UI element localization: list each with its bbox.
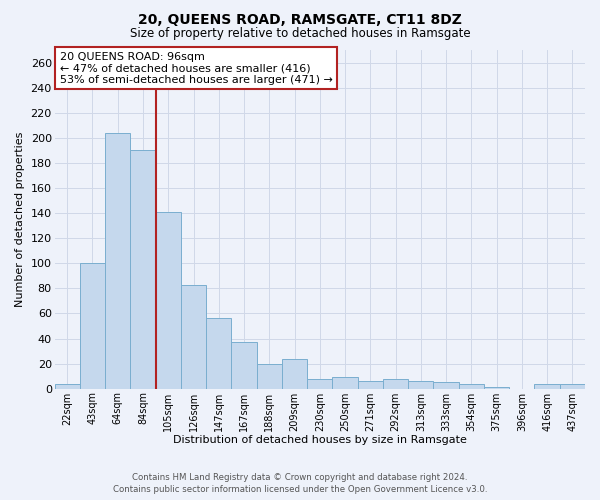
Text: Contains HM Land Registry data © Crown copyright and database right 2024.
Contai: Contains HM Land Registry data © Crown c… — [113, 472, 487, 494]
Bar — [459, 384, 484, 388]
Bar — [257, 364, 282, 388]
Text: 20, QUEENS ROAD, RAMSGATE, CT11 8DZ: 20, QUEENS ROAD, RAMSGATE, CT11 8DZ — [138, 12, 462, 26]
Bar — [105, 133, 130, 388]
Bar — [80, 263, 105, 388]
Y-axis label: Number of detached properties: Number of detached properties — [15, 132, 25, 307]
Bar — [535, 384, 560, 388]
Bar — [155, 212, 181, 388]
Bar — [408, 381, 433, 388]
Bar — [181, 284, 206, 389]
X-axis label: Distribution of detached houses by size in Ramsgate: Distribution of detached houses by size … — [173, 435, 467, 445]
Bar — [282, 358, 307, 388]
Bar — [383, 378, 408, 388]
Bar — [206, 318, 232, 388]
Bar — [332, 378, 358, 388]
Bar — [232, 342, 257, 388]
Text: 20 QUEENS ROAD: 96sqm
← 47% of detached houses are smaller (416)
53% of semi-det: 20 QUEENS ROAD: 96sqm ← 47% of detached … — [60, 52, 333, 85]
Bar — [358, 381, 383, 388]
Bar — [433, 382, 459, 388]
Bar — [55, 384, 80, 388]
Text: Size of property relative to detached houses in Ramsgate: Size of property relative to detached ho… — [130, 28, 470, 40]
Bar — [560, 384, 585, 388]
Bar — [130, 150, 155, 388]
Bar — [307, 378, 332, 388]
